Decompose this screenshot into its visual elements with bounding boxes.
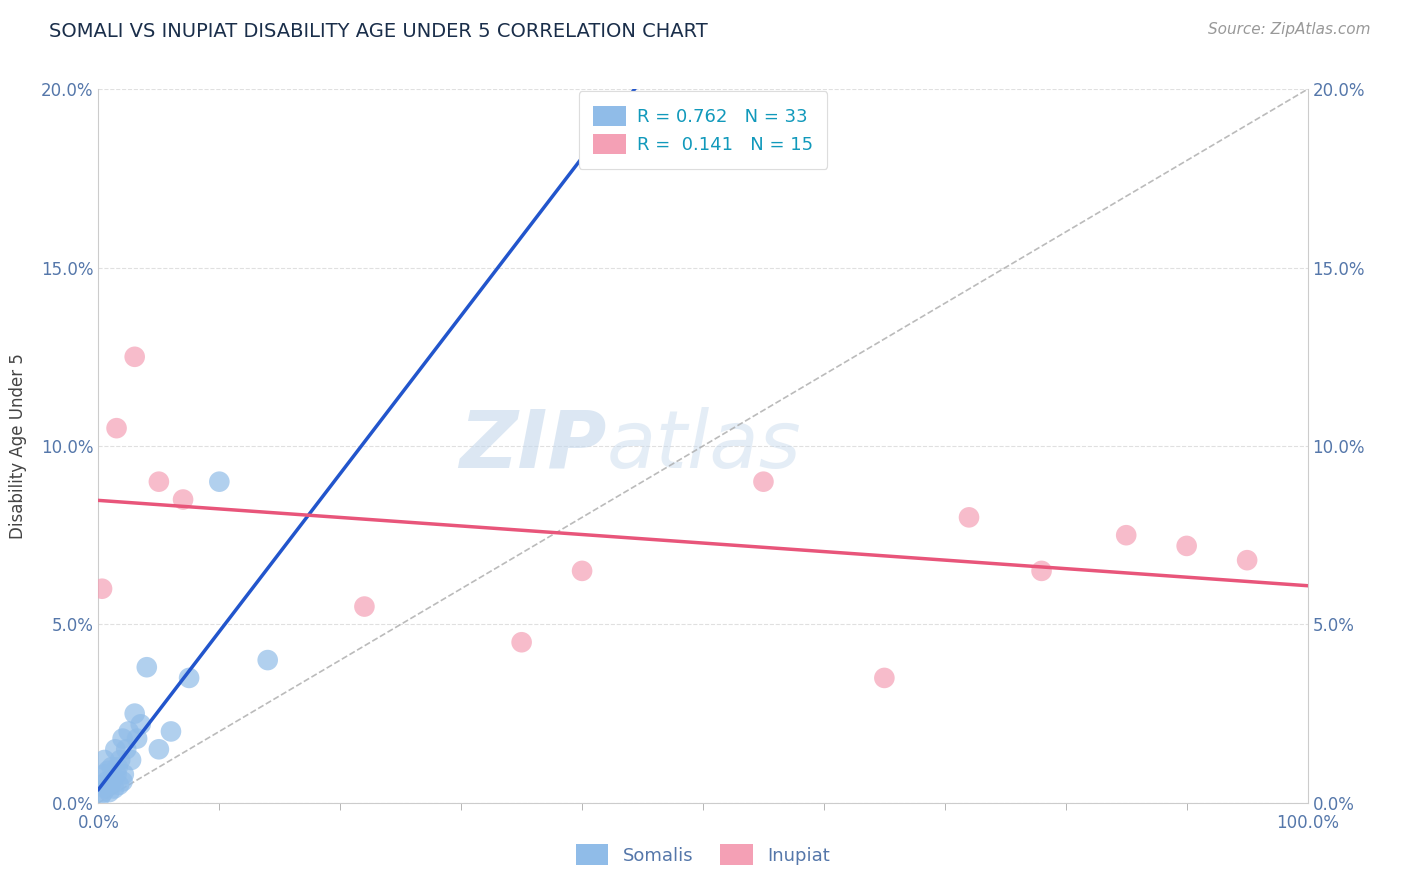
Point xyxy=(100,778,122,792)
Point xyxy=(118,724,141,739)
Point xyxy=(111,731,134,746)
Point xyxy=(93,767,115,781)
Text: Source: ZipAtlas.com: Source: ZipAtlas.com xyxy=(1208,22,1371,37)
Point xyxy=(91,582,114,596)
Point xyxy=(105,421,128,435)
Point xyxy=(94,781,117,796)
Point xyxy=(148,742,170,756)
Point xyxy=(96,774,118,789)
Point xyxy=(957,510,980,524)
Point xyxy=(108,778,131,792)
Y-axis label: Disability Age Under 5: Disability Age Under 5 xyxy=(10,353,27,539)
Point xyxy=(105,767,128,781)
Point xyxy=(115,742,138,756)
Point xyxy=(120,753,142,767)
Point xyxy=(101,771,124,785)
Point xyxy=(353,599,375,614)
Point xyxy=(127,731,149,746)
Point xyxy=(208,475,231,489)
Point xyxy=(112,767,135,781)
Point xyxy=(1175,539,1198,553)
Point xyxy=(129,717,152,731)
Point xyxy=(97,764,120,778)
Point xyxy=(91,778,114,792)
Point xyxy=(93,753,115,767)
Text: ZIP: ZIP xyxy=(458,407,606,485)
Point xyxy=(160,724,183,739)
Text: SOMALI VS INUPIAT DISABILITY AGE UNDER 5 CORRELATION CHART: SOMALI VS INUPIAT DISABILITY AGE UNDER 5… xyxy=(49,22,709,41)
Point xyxy=(124,350,146,364)
Point xyxy=(571,564,593,578)
Point xyxy=(90,789,112,803)
Text: atlas: atlas xyxy=(606,407,801,485)
Point xyxy=(104,742,127,756)
Point xyxy=(172,492,194,507)
Point xyxy=(873,671,896,685)
Point xyxy=(256,653,278,667)
Point xyxy=(510,635,533,649)
Point xyxy=(111,774,134,789)
Point xyxy=(100,760,122,774)
Point xyxy=(98,785,121,799)
Point xyxy=(1115,528,1137,542)
Point xyxy=(179,671,201,685)
Legend: R = 0.762   N = 33, R =  0.141   N = 15: R = 0.762 N = 33, R = 0.141 N = 15 xyxy=(579,91,827,169)
Point xyxy=(148,475,170,489)
Point xyxy=(1236,553,1258,567)
Point xyxy=(91,785,114,799)
Point xyxy=(103,781,125,796)
Legend: Somalis, Inupiat: Somalis, Inupiat xyxy=(567,835,839,874)
Point xyxy=(1031,564,1053,578)
Point xyxy=(108,753,131,767)
Point xyxy=(135,660,157,674)
Point xyxy=(107,760,129,774)
Point xyxy=(752,475,775,489)
Point xyxy=(124,706,146,721)
